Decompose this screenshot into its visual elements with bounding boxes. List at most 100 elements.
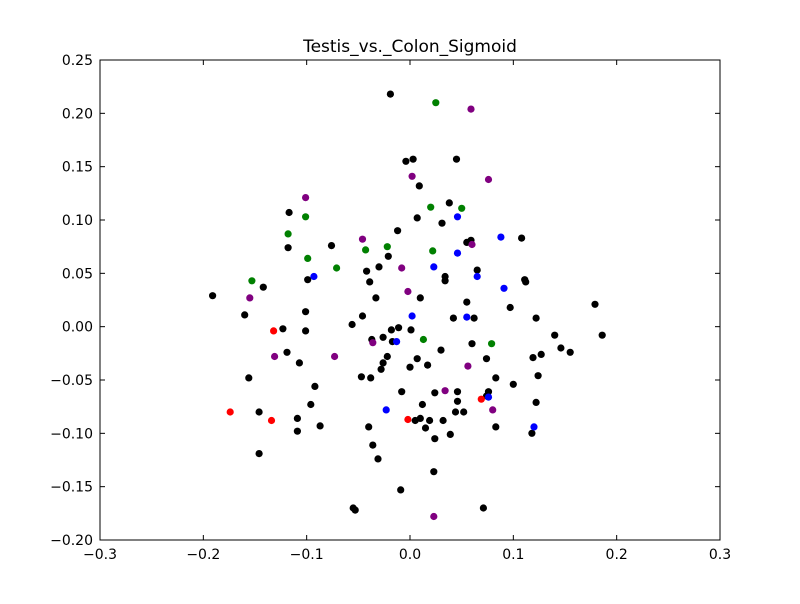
data-point	[479, 504, 487, 512]
y-tick-label: 0.15	[62, 160, 93, 176]
data-point	[530, 423, 538, 431]
data-point	[285, 208, 293, 217]
data-point	[566, 348, 574, 356]
data-point	[432, 99, 440, 107]
data-point	[302, 213, 310, 221]
data-point	[367, 374, 375, 382]
data-point	[464, 362, 472, 370]
y-tick-label: −0.05	[50, 373, 93, 389]
y-tick-label: 0.20	[62, 106, 93, 122]
data-point	[431, 389, 439, 397]
data-point	[398, 388, 406, 396]
data-point	[383, 352, 391, 361]
y-tick-label: 0.10	[62, 213, 93, 229]
data-point	[402, 157, 410, 165]
data-point	[413, 355, 421, 363]
data-point	[537, 350, 545, 358]
data-point	[551, 331, 559, 339]
data-point	[209, 292, 217, 300]
data-point	[369, 339, 377, 347]
data-point	[463, 298, 471, 306]
data-point	[431, 435, 439, 443]
data-point	[408, 312, 416, 320]
data-point	[497, 233, 505, 241]
data-point	[591, 300, 599, 308]
data-point	[488, 340, 496, 348]
data-point	[453, 249, 462, 257]
data-point	[327, 242, 336, 250]
data-point	[295, 359, 303, 367]
data-point	[284, 230, 292, 238]
data-point	[427, 203, 435, 211]
x-tick-label: 0.1	[502, 547, 524, 563]
data-point	[408, 172, 416, 180]
data-point	[518, 234, 526, 242]
data-point	[304, 276, 312, 284]
y-tick-label: −0.15	[50, 480, 93, 496]
data-point	[358, 235, 367, 243]
data-point	[419, 335, 427, 344]
data-point	[415, 182, 423, 190]
data-point	[482, 355, 491, 363]
x-tick-label: 0.0	[399, 547, 421, 563]
data-point	[398, 264, 406, 272]
data-point	[500, 284, 508, 292]
data-point	[522, 278, 530, 286]
chart-title: Testis_vs._Colon_Sigmoid	[302, 37, 517, 57]
data-point	[445, 199, 453, 207]
data-point	[477, 395, 485, 403]
data-point	[348, 320, 356, 329]
data-point	[416, 294, 424, 302]
data-point	[304, 254, 312, 262]
data-point	[255, 450, 263, 458]
data-point	[441, 387, 449, 395]
data-point	[384, 252, 392, 260]
data-point	[369, 441, 377, 449]
data-point	[259, 283, 267, 291]
data-point	[302, 327, 310, 335]
data-point	[463, 313, 471, 321]
x-tick-label: −0.3	[83, 547, 117, 563]
data-point	[506, 303, 514, 312]
y-tick-label: 0.25	[62, 53, 93, 69]
data-point	[284, 244, 292, 252]
data-point	[509, 380, 517, 388]
data-point	[446, 430, 454, 438]
data-point	[267, 416, 276, 425]
y-tick-label: −0.10	[50, 426, 93, 442]
data-point	[557, 344, 565, 352]
data-point	[437, 346, 445, 354]
data-points	[209, 90, 606, 521]
x-tick-label: −0.2	[186, 547, 220, 563]
data-point	[453, 388, 462, 396]
data-point	[430, 263, 438, 271]
data-point	[529, 354, 537, 362]
data-point	[302, 194, 310, 202]
data-point	[449, 314, 457, 322]
x-tick-label: −0.1	[290, 547, 324, 563]
data-point	[387, 326, 395, 334]
data-point	[357, 373, 365, 381]
data-point	[453, 397, 462, 405]
data-point	[468, 340, 476, 348]
data-point	[377, 365, 385, 373]
data-point	[302, 308, 310, 316]
data-point	[470, 314, 478, 322]
data-point	[407, 326, 415, 334]
x-tick-label: 0.2	[606, 547, 628, 563]
x-tick-label: 0.3	[709, 547, 731, 563]
data-point	[372, 294, 380, 302]
data-point	[397, 486, 405, 494]
data-point	[383, 243, 391, 251]
data-point	[363, 267, 371, 275]
data-point	[248, 277, 256, 285]
data-point	[374, 455, 382, 463]
data-point	[404, 287, 412, 296]
data-point	[452, 155, 461, 163]
data-point	[394, 227, 402, 235]
data-point	[534, 372, 542, 380]
data-point	[283, 348, 291, 356]
data-point	[270, 327, 278, 335]
